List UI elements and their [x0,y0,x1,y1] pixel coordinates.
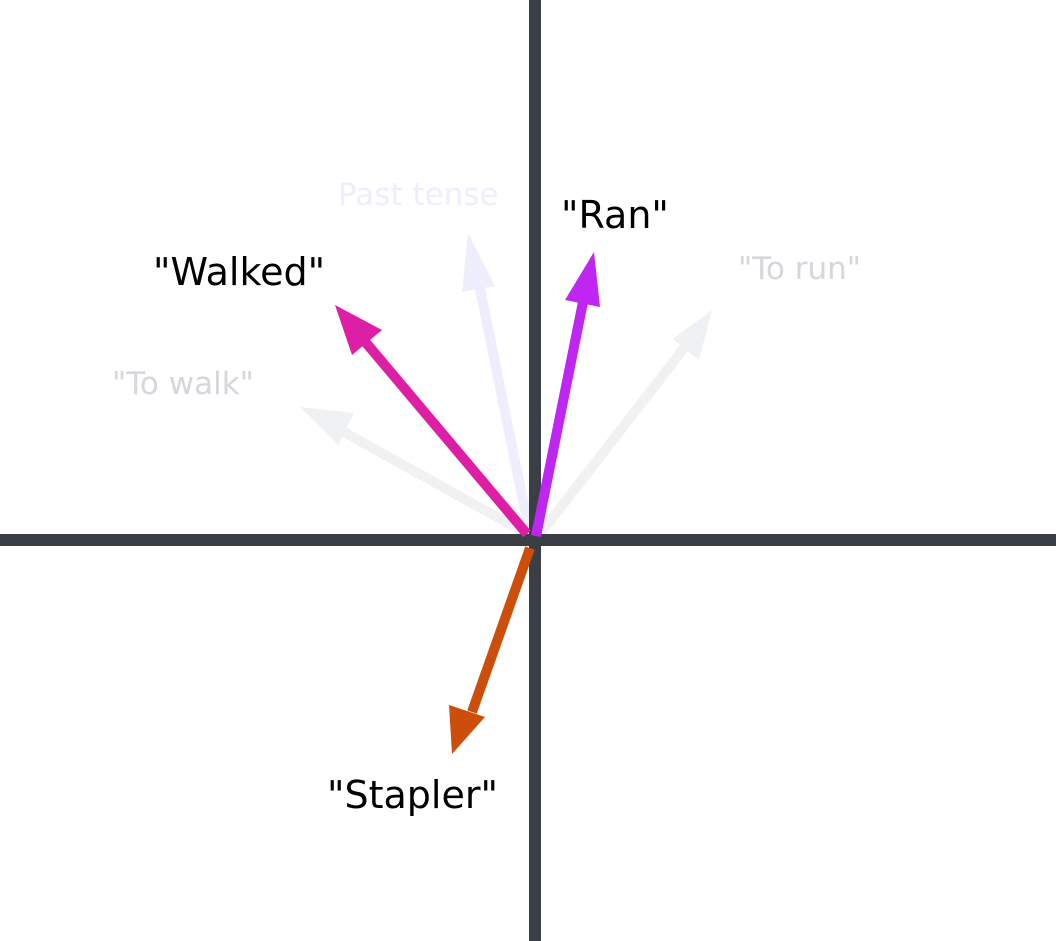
ran-label: "Ran" [561,193,669,237]
ran-arrow-shaft [531,296,589,537]
vector-to-run: "To run" [533,251,861,542]
walked-arrowhead [335,305,382,355]
to-walk-arrowhead [300,407,354,445]
vector-walked: "Walked" [153,250,531,538]
stapler-arrowhead [449,705,485,754]
past-tense-label: Past tense [338,177,499,213]
walked-arrow-shaft [358,334,531,538]
vector-stapler: "Stapler" [327,546,535,817]
past-tense-arrowhead [462,233,495,292]
vector-ran: "Ran" [531,193,669,537]
ran-arrowhead [565,252,600,307]
to-walk-arrow-shaft [330,421,536,542]
walked-label: "Walked" [153,250,325,294]
to-walk-label: "To walk" [112,366,254,402]
past-tense-arrow-shaft [472,273,535,536]
vector-to-walk: "To walk" [112,366,536,542]
to-run-arrowhead [673,310,712,360]
stapler-arrow-shaft [467,546,535,714]
stapler-label: "Stapler" [327,773,498,817]
to-run-arrow-shaft [533,339,692,542]
vector-past-tense: Past tense [338,177,535,536]
to-run-label: "To run" [738,251,861,287]
